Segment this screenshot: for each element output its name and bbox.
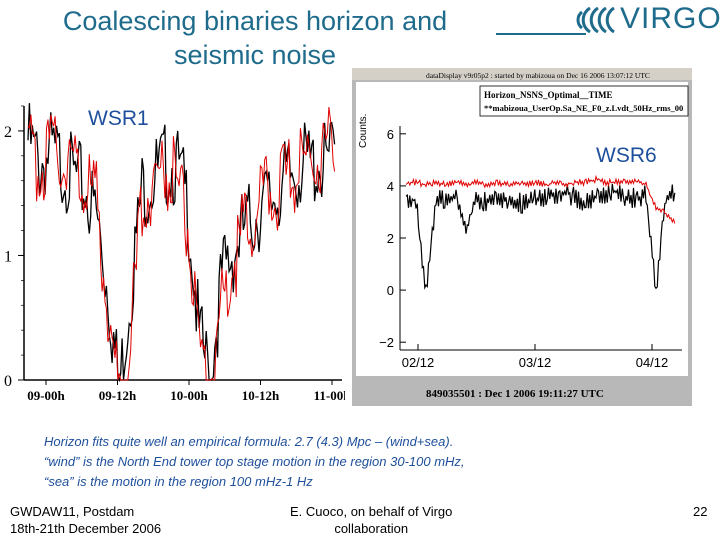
footer-author-line-1: E. Cuoco, on behalf of Virgo bbox=[290, 504, 453, 519]
c1-xtick-label: 10-00h bbox=[170, 388, 208, 403]
chart2-ylabel: Counts. bbox=[358, 114, 369, 148]
label-wsr6: WSR6 bbox=[596, 144, 657, 167]
c2-series-red bbox=[405, 174, 676, 224]
c2-ytick-label: 6 bbox=[387, 127, 394, 142]
caption-line-2: “wind” is the North End tower top stage … bbox=[44, 454, 465, 469]
c1-xtick-label: 11-00h bbox=[314, 388, 345, 403]
chart2-legend-line-2: **mabizoua_UserOp.Sa_NE_F0_z.Lvdt_50Hz_r… bbox=[484, 103, 683, 113]
c1-xtick-label: 09-12h bbox=[99, 388, 137, 403]
c2-ytick-label: 4 bbox=[387, 179, 394, 194]
horizon-chart-wsr1: 0 1 2 09-00h 09-12h 10-00h 10-12h 11-00h bbox=[0, 100, 345, 405]
logo-text: VIRGO bbox=[620, 2, 720, 35]
chart2-bottom-label: 849035501 : Dec 1 2006 19:11:27 UTC bbox=[426, 388, 604, 400]
chart2-window-title: dataDisplay v9r05p2 : started by mabizou… bbox=[426, 71, 650, 80]
footer-author-line-2: collaboration bbox=[334, 521, 409, 536]
footer-author: E. Cuoco, on behalf of Virgo collaborati… bbox=[290, 503, 452, 537]
slide-caption: Horizon fits quite well an empirical for… bbox=[44, 432, 644, 492]
c1-ytick-label: 1 bbox=[4, 248, 12, 265]
c1-series-black bbox=[27, 103, 336, 383]
caption-line-3: “sea” is the motion in the region 100 mH… bbox=[44, 474, 313, 489]
footer-conference: GWDAW11, Postdam 18th-21th December 2006 bbox=[10, 503, 161, 537]
c2-ytick-label: 2 bbox=[387, 231, 394, 246]
c1-xtick-label: 09-00h bbox=[27, 388, 65, 403]
c2-xtick-label: 02/12 bbox=[402, 355, 435, 370]
c2-xtick-label: 03/12 bbox=[519, 355, 552, 370]
label-wsr1: WSR1 bbox=[88, 107, 149, 130]
logo-underline bbox=[496, 33, 586, 35]
c1-ytick-label: 0 bbox=[4, 373, 12, 390]
slide-title: Coalescing binaries horizon and seismic … bbox=[62, 6, 448, 70]
caption-line-1: Horizon fits quite well an empirical for… bbox=[44, 434, 454, 449]
c2-ytick-label: 0 bbox=[387, 283, 394, 298]
chart2-legend-line-1: Horizon_NSNS_Optimal__TIME bbox=[484, 90, 613, 100]
c1-series-red bbox=[27, 106, 336, 381]
c2-series-black bbox=[405, 183, 676, 290]
footer-conference-name: GWDAW11, Postdam bbox=[10, 504, 135, 519]
c2-ytick-label: −2 bbox=[379, 335, 394, 350]
virgo-logo-icon bbox=[576, 6, 615, 34]
footer-conference-dates: 18th-21th December 2006 bbox=[10, 521, 162, 536]
c1-ytick-label: 2 bbox=[4, 124, 12, 141]
horizon-chart-wsr6: dataDisplay v9r05p2 : started by mabizou… bbox=[352, 68, 692, 406]
c1-xtick-label: 10-12h bbox=[242, 388, 280, 403]
c2-xtick-label: 04/12 bbox=[636, 355, 669, 370]
page-number: 22 bbox=[693, 504, 708, 519]
